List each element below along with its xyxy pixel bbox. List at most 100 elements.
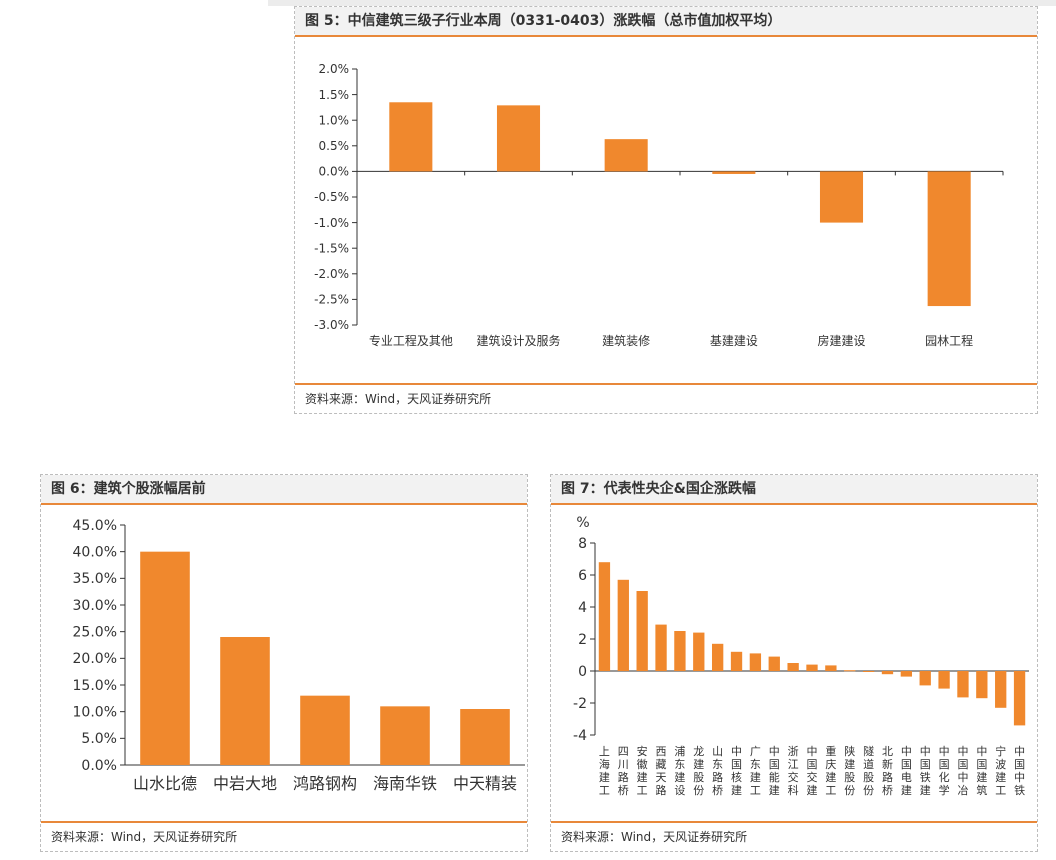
bar-中岩大地 [220, 637, 270, 765]
bar-浙江交科 [787, 663, 799, 671]
figure-5-chart: 2.0% 1.5% 1.0% 0.5% 0.0% -0.5% -1.0% -1.5% -2.0%… [314, 62, 1004, 348]
top-strip [268, 0, 1056, 6]
x-tick-label: 浦东建设 [674, 745, 685, 797]
figure-7-source: 资料来源：Wind，天风证券研究所 [551, 821, 1037, 851]
x-tick-label: 陕建股份 [844, 744, 855, 797]
y-tick-label: 4 [578, 600, 587, 616]
figure-6-title: 图 6：建筑个股涨幅居前 [41, 475, 527, 505]
x-tick-label: 房建建设 [817, 333, 865, 348]
bar-中国电建 [900, 671, 913, 677]
bar-基建建设 [712, 171, 756, 174]
x-tick-label: 安徽建工 [637, 744, 648, 797]
x-tick-label: 山水比德 [133, 774, 197, 793]
bar-房建建设 [819, 171, 864, 223]
bar-建筑装修 [604, 139, 648, 172]
bar-龙建股份 [693, 632, 705, 671]
bar-山水比德 [140, 551, 190, 765]
x-tick-label: 中国中铁 [1014, 745, 1025, 797]
figure-5-source: 资料来源：Wind，天风证券研究所 [295, 383, 1037, 413]
bar-鸿路钢构 [300, 695, 350, 765]
bar-中天精装 [460, 709, 510, 765]
y-tick-label: 45.0% [73, 518, 117, 534]
x-tick-label: 浙江交科 [788, 745, 799, 797]
x-tick-label: 中国化学 [939, 745, 950, 797]
x-tick-label: 宁波建工 [995, 744, 1006, 797]
bar-建筑设计及服务 [496, 105, 541, 172]
bar-中国核建 [730, 651, 743, 671]
bar-中国铁建 [919, 671, 931, 686]
x-tick-label: 专业工程及其他 [369, 333, 453, 348]
bar-浦东建设 [674, 631, 686, 671]
bar-山东路桥 [711, 643, 724, 671]
bar-陕建股份 [844, 670, 856, 672]
x-tick-label: 西藏天路 [656, 745, 667, 797]
y-tick-label: 2 [578, 632, 587, 648]
bar-中国中冶 [957, 671, 969, 698]
bar-中国中铁 [1013, 671, 1026, 726]
x-tick-label: 海南华铁 [373, 774, 437, 793]
x-tick-label: 基建建设 [710, 334, 758, 348]
x-tick-label: 上海建工 [599, 745, 610, 797]
x-tick-label: 中国能建 [769, 745, 780, 797]
x-tick-label: 中国建筑 [976, 745, 987, 797]
y-tick-label: 10.0% [73, 705, 117, 721]
x-tick-label: 广东建工 [750, 745, 761, 797]
bar-宁波建工 [995, 671, 1007, 708]
x-tick-label: 中岩大地 [213, 774, 277, 793]
bar-重庆建工 [825, 665, 837, 671]
bar-中国交建 [806, 664, 818, 671]
figure-7-chart: 86420-2-4%上海建工四川路桥安徽建工西藏天路浦东建设龙建股份山东路桥中国… [573, 515, 1029, 797]
y-tick-label: 1.0% [319, 113, 350, 127]
y-tick-label: -1.0% [314, 216, 349, 230]
x-tick-label: 四川路桥 [618, 745, 629, 797]
y-tick-label: 35.0% [73, 571, 117, 587]
bar-四川路桥 [617, 579, 629, 671]
x-tick-label: 重庆建工 [825, 744, 836, 797]
bar-安徽建工 [636, 591, 648, 671]
bar-上海建工 [598, 562, 611, 671]
figure-7-title: 图 7：代表性央企&国企涨跌幅 [551, 475, 1037, 505]
x-tick-label: 建筑装修 [602, 333, 650, 348]
y-tick-label: -3.0% [314, 318, 349, 332]
x-tick-label: 中国交建 [807, 745, 818, 797]
figure-6-chart: 45.0% 40.0% 35.0% 30.0% 25.0% 20.0% 15.0% 10.0%… [73, 518, 525, 793]
y-tick-label: -2.0% [314, 267, 349, 281]
y-tick-label: -4 [573, 728, 587, 744]
x-tick-label: 中国中冶 [957, 745, 968, 797]
y-axis-label: % [576, 515, 589, 531]
x-tick-label: 建筑设计及服务 [476, 333, 560, 348]
figure-5-panel: 图 5：中信建筑三级子行业本周（0331-0403）涨跌幅（总市值加权平均） 2… [294, 6, 1038, 414]
x-tick-label: 鸿路钢构 [293, 774, 357, 793]
y-tick-label: 0.0% [81, 758, 117, 774]
x-tick-label: 中国铁建 [920, 745, 931, 797]
bar-中国化学 [938, 671, 950, 689]
y-tick-label: -1.5% [314, 241, 349, 255]
y-tick-label: 5.0% [81, 731, 117, 747]
x-tick-label: 隧道股份 [863, 744, 874, 797]
bar-隧道股份 [862, 671, 875, 672]
x-tick-label: 北新路桥 [882, 745, 893, 797]
x-tick-label: 园林工程 [925, 333, 973, 348]
x-tick-label: 山东路桥 [712, 745, 723, 797]
y-tick-label: 25.0% [73, 625, 117, 641]
x-tick-label: 龙建股份 [693, 745, 704, 797]
bar-中国建筑 [976, 671, 988, 699]
y-tick-label: 6 [578, 568, 587, 584]
y-tick-label: 1.5% [319, 88, 350, 102]
figure-6-source: 资料来源：Wind，天风证券研究所 [41, 821, 527, 851]
y-tick-label: -2.5% [314, 293, 349, 307]
figure-6-panel: 图 6：建筑个股涨幅居前 45.0% 40.0% 35.0% 30.0% 25.0% 20… [40, 474, 528, 852]
x-tick-label: 中国电建 [901, 745, 912, 797]
y-tick-label: -0.5% [314, 190, 349, 204]
bar-专业工程及其他 [389, 102, 433, 172]
y-tick-label: -2 [573, 696, 587, 712]
bar-海南华铁 [380, 706, 430, 765]
figure-7-panel: 图 7：代表性央企&国企涨跌幅 8 6 4 2 0 -2 -4% 上海建工 四川路桥 安徽建工 西藏… [550, 474, 1038, 852]
y-tick-label: 0.0% [319, 165, 350, 179]
bar-园林工程 [927, 171, 971, 307]
figure-5-title: 图 5：中信建筑三级子行业本周（0331-0403）涨跌幅（总市值加权平均） [295, 7, 1037, 37]
y-tick-label: 20.0% [73, 651, 117, 667]
y-tick-label: 0 [578, 664, 587, 680]
bar-广东建工 [749, 653, 762, 671]
bar-中国能建 [768, 656, 780, 671]
